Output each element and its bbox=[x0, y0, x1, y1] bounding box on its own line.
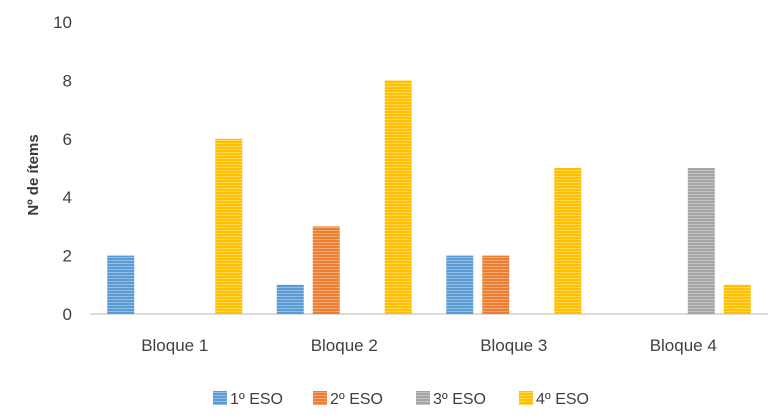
bars-group bbox=[107, 80, 751, 315]
legend-item: 2º ESO bbox=[313, 391, 383, 408]
y-axis-ticks: 0 2 4 6 8 10 bbox=[53, 13, 72, 324]
legend-item: 4º ESO bbox=[519, 391, 589, 408]
y-tick-label: 6 bbox=[63, 130, 72, 149]
x-tick-label: Bloque 3 bbox=[480, 336, 547, 355]
x-tick-label: Bloque 4 bbox=[650, 336, 717, 355]
y-tick-label: 0 bbox=[63, 305, 72, 324]
y-axis-label: Nº de ítems bbox=[25, 134, 42, 215]
y-tick-label: 8 bbox=[63, 71, 72, 90]
x-axis-ticks: Bloque 1 Bloque 2 Bloque 3 Bloque 4 bbox=[141, 336, 717, 355]
legend-swatch bbox=[313, 391, 327, 405]
bar-4-eso bbox=[723, 284, 751, 314]
x-tick-label: Bloque 2 bbox=[311, 336, 378, 355]
bar-2-eso bbox=[482, 255, 510, 314]
bar-3-eso bbox=[687, 168, 715, 314]
y-tick-label: 4 bbox=[63, 188, 72, 207]
legend-label: 4º ESO bbox=[536, 391, 589, 408]
legend-label: 3º ESO bbox=[433, 391, 486, 408]
legend-label: 2º ESO bbox=[330, 391, 383, 408]
x-tick-label: Bloque 1 bbox=[141, 336, 208, 355]
legend-swatch bbox=[519, 391, 533, 405]
legend: 1º ESO 2º ESO 3º ESO 4º ESO bbox=[213, 391, 589, 408]
legend-label: 1º ESO bbox=[230, 391, 283, 408]
legend-item: 1º ESO bbox=[213, 391, 283, 408]
bar-4-eso bbox=[554, 168, 582, 314]
bar-1-eso bbox=[107, 255, 135, 314]
y-tick-label: 10 bbox=[53, 13, 72, 32]
bar-1-eso bbox=[276, 284, 304, 314]
bar-2-eso bbox=[312, 226, 340, 314]
legend-swatch bbox=[416, 391, 430, 405]
bar-4-eso bbox=[215, 138, 243, 314]
bar-1-eso bbox=[446, 255, 474, 314]
legend-item: 3º ESO bbox=[416, 391, 486, 408]
legend-swatch bbox=[213, 391, 227, 405]
y-tick-label: 2 bbox=[63, 247, 72, 266]
bar-4-eso bbox=[384, 80, 412, 315]
